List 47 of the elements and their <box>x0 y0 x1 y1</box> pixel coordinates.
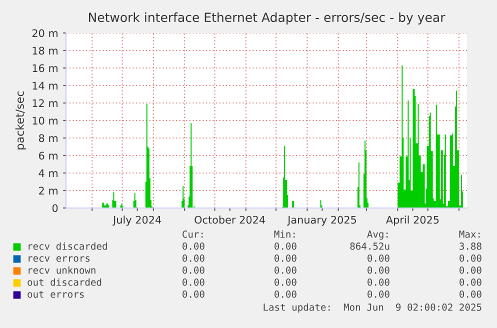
y-tick-label: 18 m <box>32 46 58 55</box>
legend-label: recv unknown <box>28 266 96 274</box>
text: Max: <box>459 230 480 238</box>
text: 864.52u <box>350 242 390 250</box>
y-tick-label: 14 m <box>32 82 58 90</box>
legend-label: out discarded <box>28 278 102 286</box>
y-tick-label: 20 m <box>32 29 58 38</box>
text: 0.00 <box>182 254 204 262</box>
text: Min: <box>274 230 295 238</box>
legend-label: out errors <box>28 290 84 298</box>
text: 0.00 <box>274 278 296 286</box>
text: 0.00 <box>274 290 296 298</box>
text: 0.00 <box>460 254 482 262</box>
text: 0.00 <box>460 278 482 286</box>
y-tick-label: 6 m <box>39 152 58 160</box>
text: 0.00 <box>368 266 390 274</box>
text: 0.00 <box>460 290 482 298</box>
y-tick-label: 4 m <box>38 169 58 177</box>
y-tick-label: 10 m <box>32 116 58 125</box>
text: 0.00 <box>274 254 296 262</box>
y-tick-label: 0 <box>52 204 58 212</box>
text: Avg: <box>367 230 388 240</box>
y-tick-label: 16 m <box>32 64 58 72</box>
text: 0.00 <box>274 242 296 250</box>
text: 0.00 <box>460 266 482 274</box>
legend-label: recv errors <box>28 256 90 262</box>
text: 0.00 <box>368 254 390 262</box>
y-tick-label: 8 m <box>38 134 58 142</box>
x-tick-label: April 2025 <box>386 216 439 226</box>
y-axis-title: packet/sec <box>15 91 26 150</box>
text: 0.00 <box>182 266 204 274</box>
x-tick-label: July 2024 <box>112 216 162 226</box>
text: 0.00 <box>274 266 296 274</box>
text: 0.00 <box>182 290 204 298</box>
legend-label: recv discarded <box>28 242 107 250</box>
text: 0.00 <box>368 290 390 298</box>
chart-title: Network interface Ethernet Adapter - errors/sec - by year <box>88 12 446 24</box>
text: 0.00 <box>182 242 204 250</box>
text: Cur: <box>182 230 203 238</box>
x-tick-label: January 2025 <box>287 216 356 226</box>
x-tick-label: October 2024 <box>194 216 265 224</box>
text: 0.00 <box>368 278 390 286</box>
y-tick-label: 12 m <box>32 99 58 107</box>
text: 0.00 <box>182 278 204 286</box>
y-tick-label: 2 m <box>39 186 58 194</box>
text: Last update: Mon Jun 9 02:00:02 2025 <box>264 303 482 313</box>
text: 3.88 <box>460 242 482 250</box>
